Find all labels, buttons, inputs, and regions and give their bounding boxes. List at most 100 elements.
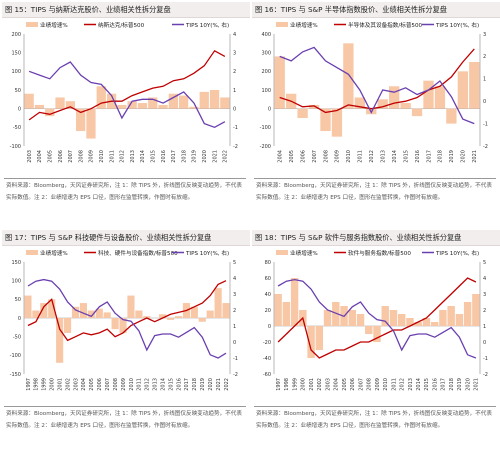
x-tick-label: 2010 [129,378,135,391]
chart-title: 图 18：TIPS 与 S&P 软件与服务指数股价、业绩相关性拆分复盘 [252,230,500,246]
legend-swatch [26,250,38,255]
source-note: 资料来源：Bloomberg，天风证券研究所，注 1：除 TIPS 外，折线图仅… [6,183,242,201]
left-tick-label: 60 [265,276,271,282]
bar [220,97,230,109]
bar [95,308,103,318]
x-tick-label: 2014 [416,378,422,391]
x-tick-label: 2022 [223,150,229,163]
x-tick-label: 2013 [381,150,387,163]
x-tick-label: 2000 [301,378,307,391]
chart-svg: 业绩增速% 半导体及其设备指数/标普500 TIPS 10Y(%, 右)400300… [260,21,488,163]
x-tick-label: 2011 [109,150,115,163]
x-tick-label: 2020 [465,378,471,391]
right-tick-label: 2 [233,69,236,75]
bar [472,294,480,326]
bar [71,306,80,318]
left-tick-label: 200 [11,32,21,38]
bar [206,310,214,318]
x-tick-label: 2005 [342,378,348,391]
left-tick-label: -100 [10,353,21,359]
bar [274,56,285,109]
chart-panel-18: 图 18：TIPS 与 S&P 软件与服务指数股价、业绩相关性拆分复盘 业绩增速… [252,230,500,456]
x-tick-label: 2022 [224,378,230,391]
x-tick-label: 2008 [323,150,329,163]
bar [463,302,472,326]
x-tick-label: 2019 [457,378,463,391]
legend-label: TIPS 10Y(%, 右) [185,21,229,29]
bar [137,103,148,109]
bar [135,310,143,318]
bar [423,80,434,109]
bar [307,326,315,358]
bar [32,310,40,318]
bar [332,302,340,326]
bar [315,326,324,350]
series-line-tips [277,278,477,359]
bar [103,312,111,318]
bar [86,108,96,139]
bar [143,316,151,318]
left-tick-label: 100 [261,88,271,94]
x-tick-label: 2006 [300,150,306,163]
x-tick-label: 2004 [278,150,284,163]
x-tick-label: 2021 [472,150,478,163]
bar [127,101,137,109]
right-tick-label: 0 [233,340,236,346]
bar [117,104,127,109]
x-tick-label: 1998 [284,378,290,391]
x-tick-label: 2008 [78,150,84,163]
x-tick-label: 2005 [89,378,95,391]
bar [274,294,282,326]
left-tick-label: -50 [13,125,21,131]
right-tick-label: 0 [483,340,486,346]
bar [127,295,135,318]
bar [348,310,356,326]
bar [320,108,331,132]
right-tick-label: -1 [233,356,238,362]
bar [354,97,365,109]
x-tick-label: 2008 [367,378,373,391]
bar [455,314,464,326]
x-tick-label: 2017 [426,150,432,163]
x-tick-label: 2015 [151,150,157,163]
x-tick-label: 2015 [403,150,409,163]
legend-label: 业绩增速% [40,249,68,257]
bar [381,306,389,326]
x-tick-label: 2005 [289,150,295,163]
x-tick-label: 2018 [438,150,444,163]
series-line-tips [279,46,475,125]
right-tick-label: 1 [233,324,236,330]
x-tick-label: 2001 [309,378,315,391]
x-tick-label: 2020 [208,378,214,391]
bar [189,106,199,109]
bar [331,108,343,137]
source-note: 资料来源：Bloomberg，天风证券研究所，注 1：除 TIPS 外，折线图仅… [6,411,242,429]
x-tick-label: 2004 [81,378,87,391]
bar [343,43,354,109]
right-tick-label: 1 [483,77,486,83]
left-tick-label: 400 [261,32,271,38]
x-tick-label: 2014 [140,150,146,163]
right-tick-label: 2 [233,308,236,314]
legend-label: TIPS 10Y(%, 右) [435,249,479,257]
series-line-ratio [277,277,477,359]
bar [174,316,183,318]
bar [308,104,320,109]
legend-swatch [26,22,38,27]
right-tick-label: -2 [233,372,238,378]
x-tick-label: 2011 [391,378,397,391]
bar [446,108,457,124]
left-tick-label: 0 [268,106,271,112]
x-tick-label: 2018 [449,378,455,391]
bar [24,93,34,109]
series-line-ratio [27,280,227,342]
x-tick-label: 2007 [312,150,318,163]
right-tick-label: 3 [483,292,486,298]
bar [356,314,365,326]
x-tick-label: 2010 [99,150,105,163]
chart-title: 图 17：TIPS 与 S&P 科技硬件与设备股价、业绩相关性拆分复盘 [2,230,250,246]
x-tick-label: 2012 [145,378,151,391]
x-tick-label: 2007 [358,378,364,391]
legend-label: TIPS 10Y(%, 右) [185,249,229,257]
series-line-tips [28,61,226,129]
